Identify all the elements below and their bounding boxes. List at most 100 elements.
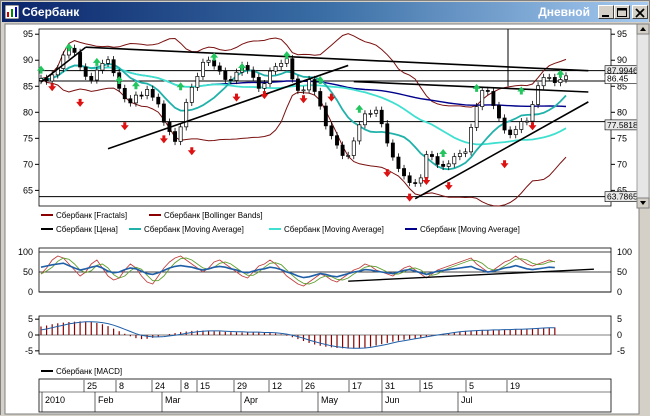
candle-body[interactable] bbox=[452, 156, 457, 165]
candle-body[interactable] bbox=[424, 154, 429, 179]
candle-body[interactable] bbox=[111, 59, 116, 74]
candle-body[interactable] bbox=[195, 76, 200, 88]
candle-body[interactable] bbox=[145, 89, 150, 96]
candle-body[interactable] bbox=[161, 103, 166, 123]
candle-body[interactable] bbox=[173, 131, 177, 142]
candle-body[interactable] bbox=[268, 70, 272, 85]
candle-body[interactable] bbox=[83, 66, 88, 77]
candle-body[interactable] bbox=[351, 140, 356, 156]
candle-body[interactable] bbox=[94, 69, 99, 81]
candle-body[interactable] bbox=[128, 98, 133, 104]
candle-body[interactable] bbox=[558, 79, 563, 83]
trendline[interactable] bbox=[414, 101, 589, 200]
candle-body[interactable] bbox=[184, 102, 189, 128]
candle-body[interactable] bbox=[234, 71, 239, 81]
candle-body[interactable] bbox=[547, 77, 552, 79]
candle-body[interactable] bbox=[150, 89, 155, 98]
candle-body[interactable] bbox=[524, 120, 529, 123]
title-bar[interactable]: Сбербанк Дневной bbox=[2, 2, 648, 22]
candle-body[interactable] bbox=[446, 163, 451, 167]
candle-body[interactable] bbox=[480, 90, 485, 107]
candle-body[interactable] bbox=[50, 74, 55, 82]
trendline[interactable] bbox=[353, 80, 589, 93]
candle-body[interactable] bbox=[374, 109, 379, 114]
candle-body[interactable] bbox=[245, 65, 250, 71]
candle-body[interactable] bbox=[39, 78, 43, 81]
candle-body[interactable] bbox=[78, 52, 83, 68]
candle-body[interactable] bbox=[189, 86, 194, 103]
candle-body[interactable] bbox=[469, 127, 474, 153]
candle-body[interactable] bbox=[301, 89, 306, 92]
candle-body[interactable] bbox=[100, 63, 105, 71]
candle-body[interactable] bbox=[357, 124, 362, 142]
scrollbar-track[interactable] bbox=[636, 23, 650, 209]
candle-body[interactable] bbox=[295, 78, 300, 91]
candle-body[interactable] bbox=[340, 144, 345, 156]
candle-body[interactable] bbox=[106, 59, 110, 64]
minimize-button[interactable] bbox=[598, 5, 614, 19]
candle-body[interactable] bbox=[273, 66, 278, 72]
candle-body[interactable] bbox=[346, 155, 351, 157]
candle-body[interactable] bbox=[390, 142, 395, 158]
candle-body[interactable] bbox=[256, 77, 261, 89]
candle-body[interactable] bbox=[290, 58, 295, 80]
candle-body[interactable] bbox=[178, 126, 183, 142]
candle-body[interactable] bbox=[402, 168, 406, 177]
candle-body[interactable] bbox=[228, 79, 233, 81]
candle-body[interactable] bbox=[385, 123, 390, 144]
candle-body[interactable] bbox=[251, 69, 256, 78]
candle-body[interactable] bbox=[418, 177, 423, 184]
candle-body[interactable] bbox=[284, 58, 289, 64]
price-panel[interactable]: 65 65 70 70 75 75 80 80 85 85 90 90 95 95 87.994686.45… bbox=[23, 28, 640, 207]
maximize-button[interactable] bbox=[614, 5, 630, 19]
candle-body[interactable] bbox=[396, 156, 401, 169]
candle-body[interactable] bbox=[508, 129, 513, 136]
candle-body[interactable] bbox=[379, 109, 384, 125]
candle-body[interactable] bbox=[72, 47, 77, 53]
candle-body[interactable] bbox=[362, 113, 367, 126]
candle-body[interactable] bbox=[223, 70, 228, 80]
candle-body[interactable] bbox=[307, 79, 312, 91]
candle-body[interactable] bbox=[441, 164, 446, 167]
candle-body[interactable] bbox=[474, 106, 479, 128]
candle-body[interactable] bbox=[430, 154, 434, 157]
candle-body[interactable] bbox=[491, 91, 496, 106]
candle-body[interactable] bbox=[329, 125, 334, 137]
candle-body[interactable] bbox=[502, 117, 507, 131]
candle-body[interactable] bbox=[323, 105, 328, 127]
candle-body[interactable] bbox=[457, 153, 462, 157]
candle-body[interactable] bbox=[139, 94, 144, 97]
candle-body[interactable] bbox=[61, 54, 66, 69]
oscillator-trendline[interactable] bbox=[348, 268, 594, 282]
candle-body[interactable] bbox=[312, 79, 317, 92]
candle-body[interactable] bbox=[217, 65, 222, 72]
candle-body[interactable] bbox=[519, 121, 524, 130]
candle-body[interactable] bbox=[156, 96, 161, 105]
candle-body[interactable] bbox=[497, 105, 501, 119]
candle-body[interactable] bbox=[318, 91, 323, 107]
candle-body[interactable] bbox=[122, 87, 127, 100]
candle-body[interactable] bbox=[541, 77, 546, 87]
trendline[interactable] bbox=[107, 64, 349, 150]
vertical-scrollbar[interactable] bbox=[636, 23, 650, 209]
candle-body[interactable] bbox=[564, 75, 568, 80]
trendline[interactable] bbox=[40, 46, 87, 83]
candle-body[interactable] bbox=[552, 77, 557, 83]
candle-body[interactable] bbox=[335, 135, 339, 146]
candle-body[interactable] bbox=[513, 129, 518, 136]
macd-panel[interactable]: -5 -5 0 0 5 5 bbox=[25, 314, 625, 356]
candle-body[interactable] bbox=[206, 59, 211, 63]
candle-body[interactable] bbox=[89, 76, 94, 81]
close-button[interactable] bbox=[632, 5, 648, 19]
candle-body[interactable] bbox=[485, 90, 490, 92]
candle-body[interactable] bbox=[463, 151, 468, 154]
candle-body[interactable] bbox=[279, 63, 284, 67]
candle-body[interactable] bbox=[212, 59, 217, 67]
candle-body[interactable] bbox=[262, 83, 267, 89]
candle-body[interactable] bbox=[413, 182, 418, 184]
trendline[interactable] bbox=[85, 46, 589, 72]
candle-body[interactable] bbox=[368, 112, 373, 115]
candle-body[interactable] bbox=[407, 175, 412, 183]
candle-body[interactable] bbox=[536, 85, 541, 105]
